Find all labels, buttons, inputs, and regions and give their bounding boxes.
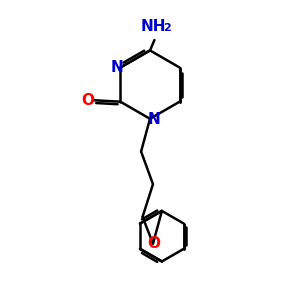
Text: 2: 2	[163, 23, 171, 33]
Text: N: N	[110, 60, 123, 75]
Text: O: O	[81, 93, 94, 108]
Text: N: N	[147, 112, 160, 127]
Text: O: O	[147, 236, 160, 251]
Text: NH: NH	[140, 19, 166, 34]
